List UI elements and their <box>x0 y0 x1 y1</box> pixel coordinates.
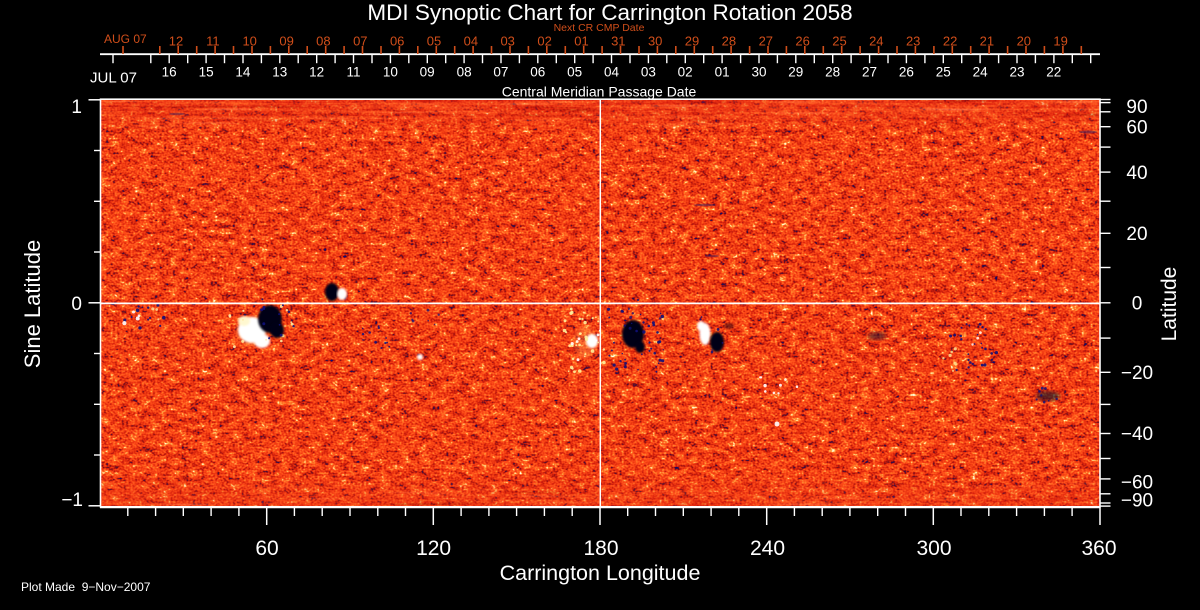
svg-text:04: 04 <box>604 65 620 80</box>
svg-text:300: 300 <box>916 537 951 560</box>
svg-text:26: 26 <box>795 34 809 49</box>
svg-text:07: 07 <box>493 65 508 80</box>
svg-text:11: 11 <box>206 34 220 49</box>
svg-text:14: 14 <box>235 65 251 80</box>
svg-text:60: 60 <box>1126 118 1147 139</box>
svg-text:25: 25 <box>936 65 951 80</box>
svg-text:0: 0 <box>71 294 82 315</box>
svg-text:01: 01 <box>574 34 588 49</box>
svg-text:Latitude: Latitude <box>1158 267 1181 342</box>
svg-text:Central Meridian Passage Date: Central Meridian Passage Date <box>502 84 697 100</box>
svg-text:MDI Synoptic Chart for Carring: MDI Synoptic Chart for Carrington Rotati… <box>367 0 852 25</box>
svg-text:−60: −60 <box>1121 473 1153 494</box>
svg-text:360: 360 <box>1081 537 1116 560</box>
svg-text:28: 28 <box>722 34 736 49</box>
svg-text:07: 07 <box>353 34 367 49</box>
svg-text:09: 09 <box>279 34 293 49</box>
svg-text:22: 22 <box>943 34 957 49</box>
svg-text:02: 02 <box>678 65 693 80</box>
svg-text:02: 02 <box>537 34 551 49</box>
svg-text:20: 20 <box>1017 34 1031 49</box>
svg-text:01: 01 <box>715 65 730 80</box>
svg-text:JUL 07: JUL 07 <box>90 70 137 87</box>
svg-text:05: 05 <box>567 65 582 80</box>
svg-text:0: 0 <box>1132 294 1143 315</box>
svg-text:04: 04 <box>464 34 478 49</box>
svg-text:60: 60 <box>255 537 278 560</box>
svg-text:23: 23 <box>1009 65 1024 80</box>
svg-text:120: 120 <box>416 537 451 560</box>
svg-text:1: 1 <box>71 97 82 118</box>
svg-text:16: 16 <box>162 65 177 80</box>
svg-text:Sine Latitude: Sine Latitude <box>20 240 45 368</box>
svg-text:24: 24 <box>869 34 883 49</box>
svg-text:23: 23 <box>906 34 920 49</box>
svg-text:−1: −1 <box>61 490 83 511</box>
svg-text:−90: −90 <box>1121 491 1153 512</box>
svg-text:90: 90 <box>1126 97 1147 118</box>
svg-text:Carrington Longitude: Carrington Longitude <box>500 561 701 585</box>
svg-text:08: 08 <box>457 65 472 80</box>
svg-text:AUG 07: AUG 07 <box>104 32 147 46</box>
svg-text:28: 28 <box>825 65 840 80</box>
svg-text:25: 25 <box>832 34 846 49</box>
svg-text:27: 27 <box>759 34 773 49</box>
svg-text:30: 30 <box>648 34 662 49</box>
svg-text:09: 09 <box>420 65 435 80</box>
svg-text:12: 12 <box>169 34 183 49</box>
svg-text:Next CR CMP Date: Next CR CMP Date <box>554 22 645 34</box>
svg-text:06: 06 <box>390 34 404 49</box>
svg-text:−20: −20 <box>1121 363 1153 384</box>
svg-text:08: 08 <box>316 34 330 49</box>
svg-text:22: 22 <box>1046 65 1061 80</box>
svg-text:240: 240 <box>750 537 785 560</box>
svg-text:26: 26 <box>899 65 914 80</box>
svg-text:Plot Made 9−Nov−2007: Plot Made 9−Nov−2007 <box>21 580 151 594</box>
svg-text:24: 24 <box>973 65 989 80</box>
svg-text:10: 10 <box>383 65 398 80</box>
svg-text:20: 20 <box>1126 224 1147 245</box>
svg-text:19: 19 <box>1053 34 1067 49</box>
svg-text:13: 13 <box>272 65 287 80</box>
svg-text:29: 29 <box>788 65 803 80</box>
svg-text:15: 15 <box>199 65 214 80</box>
svg-text:21: 21 <box>980 34 994 49</box>
svg-text:11: 11 <box>346 65 360 80</box>
svg-text:180: 180 <box>583 537 618 560</box>
svg-text:40: 40 <box>1126 163 1147 184</box>
svg-text:−40: −40 <box>1121 424 1153 445</box>
svg-text:03: 03 <box>641 65 656 80</box>
svg-text:29: 29 <box>685 34 699 49</box>
svg-text:31: 31 <box>611 34 625 49</box>
svg-text:06: 06 <box>530 65 545 80</box>
svg-text:05: 05 <box>427 34 441 49</box>
svg-text:27: 27 <box>862 65 877 80</box>
svg-text:12: 12 <box>309 65 324 80</box>
svg-text:10: 10 <box>242 34 256 49</box>
svg-text:30: 30 <box>751 65 766 80</box>
svg-text:03: 03 <box>500 34 514 49</box>
